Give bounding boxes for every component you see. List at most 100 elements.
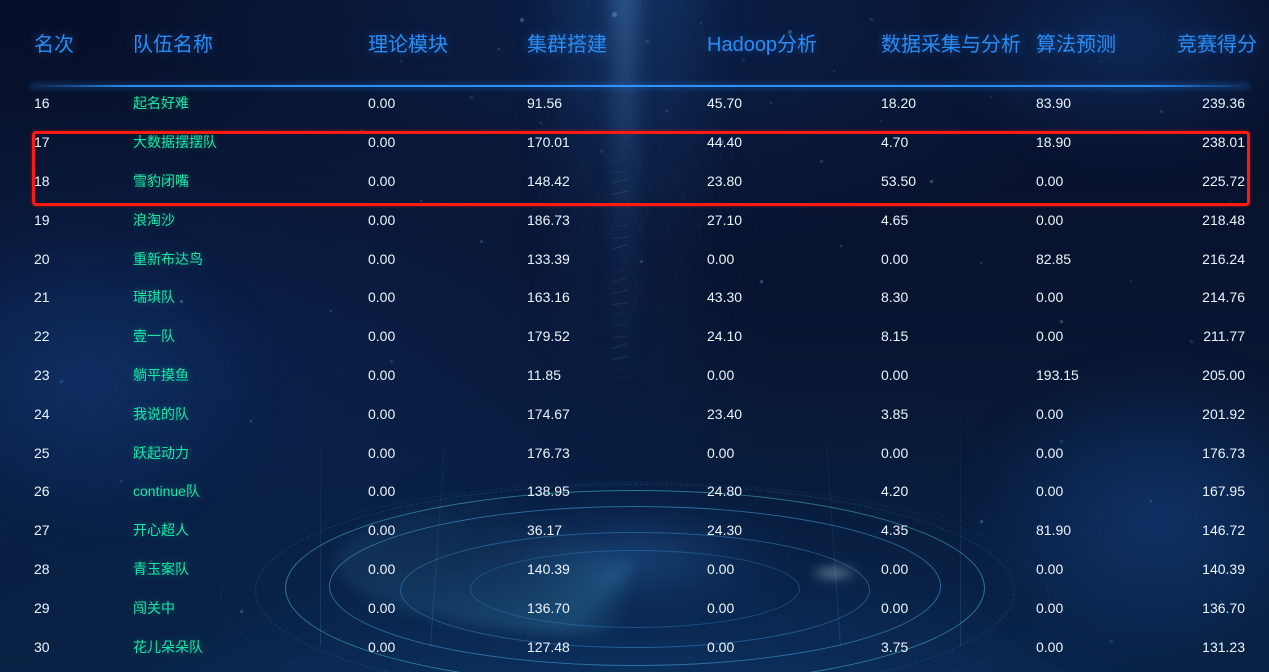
cell-rank: 22 <box>0 317 125 356</box>
cell-algorithm: 0.00 <box>1018 433 1177 472</box>
cell-rank: 26 <box>0 472 125 511</box>
cell-rank: 20 <box>0 239 125 278</box>
cell-cluster: 136.70 <box>503 588 681 627</box>
cell-hadoop: 0.00 <box>681 588 859 627</box>
cell-data-collection: 4.70 <box>859 123 1018 162</box>
cell-algorithm: 18.90 <box>1018 123 1177 162</box>
cell-hadoop: 0.00 <box>681 356 859 395</box>
column-header-total-score[interactable]: 竞赛得分 <box>1177 0 1269 84</box>
cell-data-collection: 0.00 <box>859 588 1018 627</box>
cell-theory: 0.00 <box>344 433 503 472</box>
table-row[interactable]: 27 开心超人 0.00 36.17 24.30 4.35 81.90 146.72 <box>0 511 1269 550</box>
table-row[interactable]: 19 浪淘沙 0.00 186.73 27.10 4.65 0.00 218.48 <box>0 200 1269 239</box>
cell-data-collection: 0.00 <box>859 239 1018 278</box>
cell-rank: 23 <box>0 356 125 395</box>
cell-rank: 30 <box>0 627 125 666</box>
cell-hadoop: 24.80 <box>681 472 859 511</box>
table-row[interactable]: 28 青玉案队 0.00 140.39 0.00 0.00 0.00 140.39 <box>0 550 1269 589</box>
cell-team: 浪淘沙 <box>125 200 344 239</box>
table-row[interactable]: 16 起名好难 0.00 91.56 45.70 18.20 83.90 239.36 <box>0 84 1269 123</box>
table-header: 名次 队伍名称 理论模块 集群搭建 Hadoop分析 数据采集与分析 算法预测 … <box>0 0 1269 84</box>
cell-total-score: 214.76 <box>1177 278 1269 317</box>
cell-total-score: 239.36 <box>1177 84 1269 123</box>
table-row[interactable]: 22 壹一队 0.00 179.52 24.10 8.15 0.00 211.77 <box>0 317 1269 356</box>
cell-cluster: 127.48 <box>503 627 681 666</box>
cell-theory: 0.00 <box>344 511 503 550</box>
cell-data-collection: 4.65 <box>859 200 1018 239</box>
cell-algorithm: 193.15 <box>1018 356 1177 395</box>
cell-algorithm: 0.00 <box>1018 278 1177 317</box>
cell-total-score: 131.23 <box>1177 627 1269 666</box>
cell-theory: 0.00 <box>344 84 503 123</box>
cell-cluster: 140.39 <box>503 550 681 589</box>
table-row[interactable]: 26 continue队 0.00 138.95 24.80 4.20 0.00 167.95 <box>0 472 1269 511</box>
cell-theory: 0.00 <box>344 394 503 433</box>
cell-cluster: 170.01 <box>503 123 681 162</box>
cell-algorithm: 0.00 <box>1018 162 1177 201</box>
cell-algorithm: 0.00 <box>1018 588 1177 627</box>
table-row[interactable]: 30 花儿朵朵队 0.00 127.48 0.00 3.75 0.00 131.23 <box>0 627 1269 666</box>
cell-data-collection: 4.20 <box>859 472 1018 511</box>
cell-hadoop: 23.40 <box>681 394 859 433</box>
cell-total-score: 201.92 <box>1177 394 1269 433</box>
cell-team: 开心超人 <box>125 511 344 550</box>
cell-hadoop: 0.00 <box>681 550 859 589</box>
cell-hadoop: 24.10 <box>681 317 859 356</box>
column-header-rank[interactable]: 名次 <box>0 0 125 84</box>
cell-cluster: 174.67 <box>503 394 681 433</box>
cell-cluster: 163.16 <box>503 278 681 317</box>
cell-team: 瑞琪队 <box>125 278 344 317</box>
cell-hadoop: 43.30 <box>681 278 859 317</box>
cell-theory: 0.00 <box>344 278 503 317</box>
cell-theory: 0.00 <box>344 550 503 589</box>
cell-total-score: 140.39 <box>1177 550 1269 589</box>
table-row[interactable]: 17 大数据摆摆队 0.00 170.01 44.40 4.70 18.90 238.01 <box>0 123 1269 162</box>
column-header-hadoop[interactable]: Hadoop分析 <box>681 0 859 84</box>
cell-total-score: 136.70 <box>1177 588 1269 627</box>
cell-hadoop: 23.80 <box>681 162 859 201</box>
cell-rank: 16 <box>0 84 125 123</box>
cell-total-score: 218.48 <box>1177 200 1269 239</box>
cell-total-score: 238.01 <box>1177 123 1269 162</box>
table-header-row: 名次 队伍名称 理论模块 集群搭建 Hadoop分析 数据采集与分析 算法预测 … <box>0 0 1269 84</box>
cell-algorithm: 0.00 <box>1018 627 1177 666</box>
table-row[interactable]: 29 闯关中 0.00 136.70 0.00 0.00 0.00 136.70 <box>0 588 1269 627</box>
cell-rank: 25 <box>0 433 125 472</box>
cell-team: 闯关中 <box>125 588 344 627</box>
cell-hadoop: 0.00 <box>681 239 859 278</box>
cell-data-collection: 18.20 <box>859 84 1018 123</box>
cell-total-score: 216.24 <box>1177 239 1269 278</box>
column-header-cluster[interactable]: 集群搭建 <box>503 0 681 84</box>
column-header-team[interactable]: 队伍名称 <box>125 0 344 84</box>
cell-cluster: 133.39 <box>503 239 681 278</box>
cell-algorithm: 0.00 <box>1018 394 1177 433</box>
cell-theory: 0.00 <box>344 200 503 239</box>
cell-cluster: 148.42 <box>503 162 681 201</box>
column-header-data-collection[interactable]: 数据采集与分析 <box>859 0 1018 84</box>
cell-total-score: 225.72 <box>1177 162 1269 201</box>
header-divider <box>30 85 1249 87</box>
cell-hadoop: 24.30 <box>681 511 859 550</box>
ranking-table: 名次 队伍名称 理论模块 集群搭建 Hadoop分析 数据采集与分析 算法预测 … <box>0 0 1269 666</box>
table-row[interactable]: 20 重新布达鸟 0.00 133.39 0.00 0.00 82.85 216.24 <box>0 239 1269 278</box>
table-row[interactable]: 25 跃起动力 0.00 176.73 0.00 0.00 0.00 176.73 <box>0 433 1269 472</box>
cell-team: 壹一队 <box>125 317 344 356</box>
cell-rank: 17 <box>0 123 125 162</box>
table-row[interactable]: 21 瑞琪队 0.00 163.16 43.30 8.30 0.00 214.76 <box>0 278 1269 317</box>
column-header-theory[interactable]: 理论模块 <box>344 0 503 84</box>
cell-data-collection: 0.00 <box>859 550 1018 589</box>
table-row[interactable]: 18 雪豹闭嘴 0.00 148.42 23.80 53.50 0.00 225.72 <box>0 162 1269 201</box>
cell-algorithm: 0.00 <box>1018 200 1177 239</box>
cell-rank: 27 <box>0 511 125 550</box>
cell-rank: 18 <box>0 162 125 201</box>
cell-team: 大数据摆摆队 <box>125 123 344 162</box>
cell-theory: 0.00 <box>344 123 503 162</box>
table-body: 16 起名好难 0.00 91.56 45.70 18.20 83.90 239.36 17 大数… <box>0 84 1269 666</box>
cell-team: 我说的队 <box>125 394 344 433</box>
cell-data-collection: 0.00 <box>859 356 1018 395</box>
column-header-algorithm[interactable]: 算法预测 <box>1018 0 1177 84</box>
table-row[interactable]: 23 躺平摸鱼 0.00 11.85 0.00 0.00 193.15 205.00 <box>0 356 1269 395</box>
table-row[interactable]: 24 我说的队 0.00 174.67 23.40 3.85 0.00 201.92 <box>0 394 1269 433</box>
cell-theory: 0.00 <box>344 162 503 201</box>
cell-algorithm: 82.85 <box>1018 239 1177 278</box>
